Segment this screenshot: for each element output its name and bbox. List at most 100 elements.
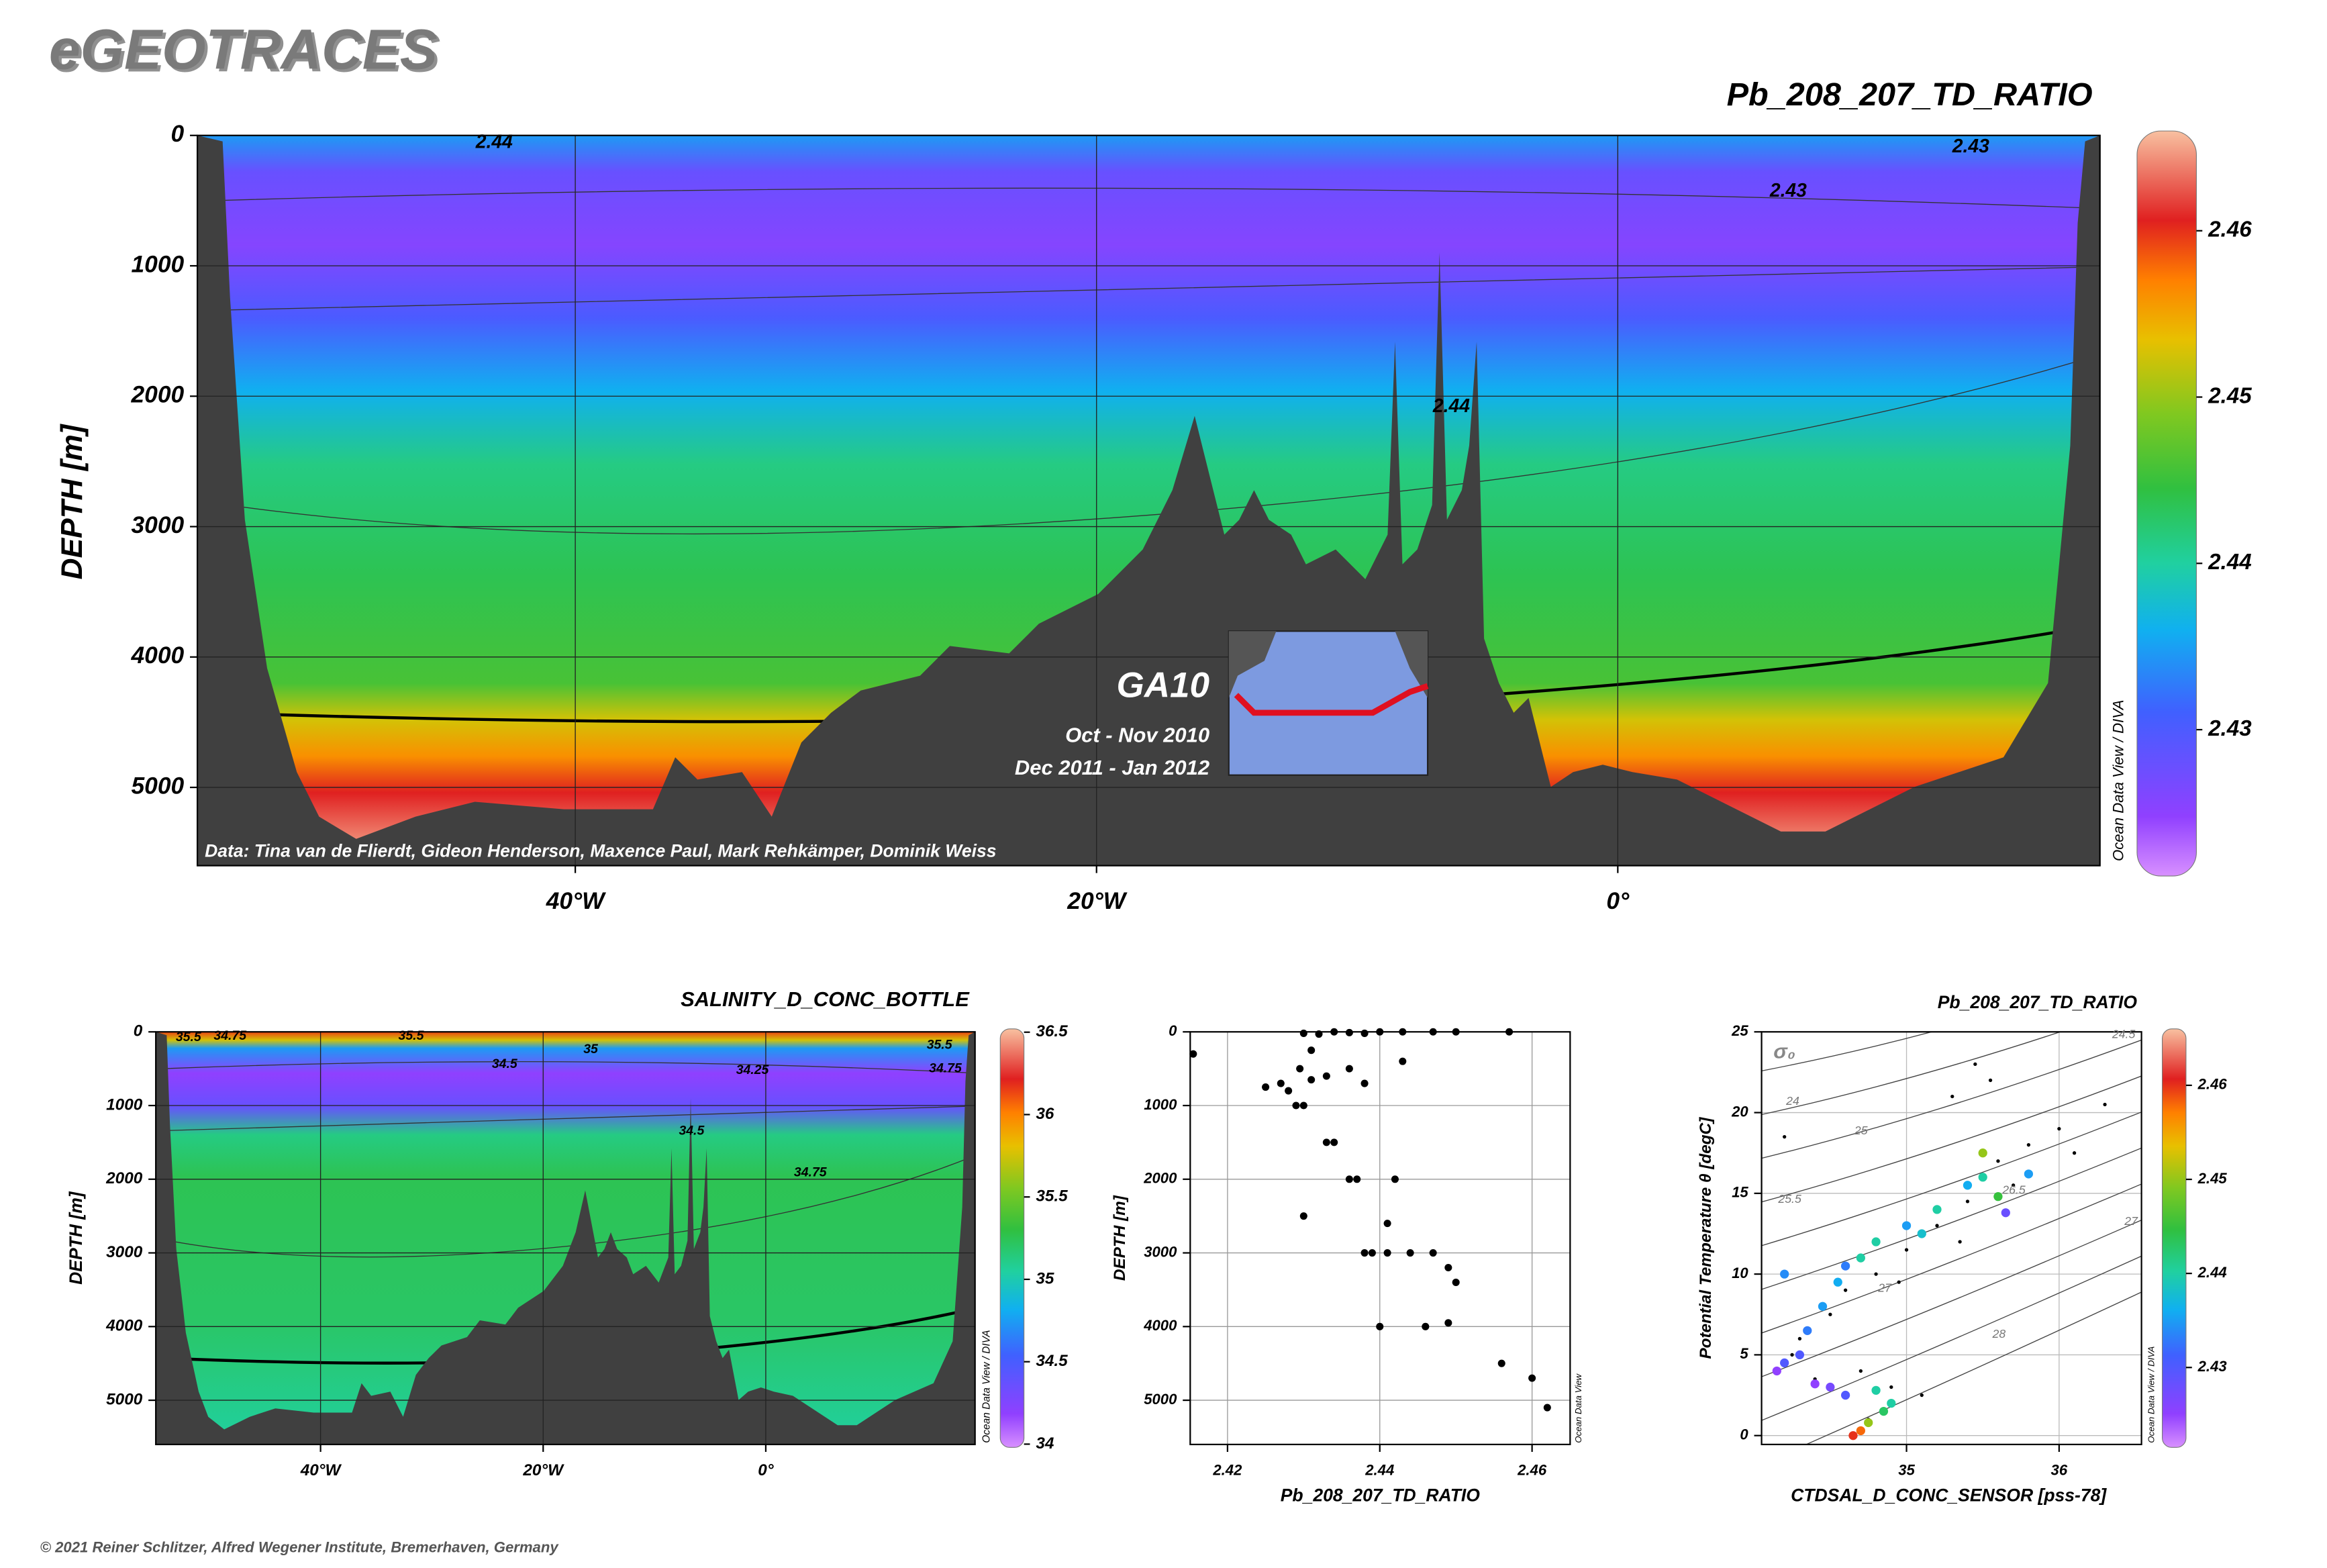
data-point (1444, 1319, 1452, 1327)
x-tick-label: 40°W (546, 888, 606, 914)
colored-point (1840, 1390, 1850, 1400)
contour-label: 34.75 (213, 1028, 247, 1043)
x-tick-label: 35 (1898, 1462, 1915, 1479)
y-tick-label: 2000 (131, 382, 185, 408)
bathymetry (156, 1032, 975, 1444)
contour-label: 28 (1992, 1327, 2006, 1340)
colorbar-tick-label: 2.46 (2208, 217, 2252, 242)
contour-label: 35.5 (927, 1037, 953, 1052)
data-point (1189, 1050, 1197, 1058)
data-point (1360, 1079, 1369, 1087)
data-point (1322, 1138, 1330, 1146)
data-point (1383, 1249, 1391, 1257)
isopycnal (1761, 1032, 2062, 1116)
footer: © 2021 Reiner Schlitzer, Alfred Wegener … (40, 1539, 560, 1556)
density-isolines (1761, 1032, 2142, 1444)
x-tick-label: 40°W (300, 1461, 342, 1479)
data-point (1543, 1404, 1551, 1412)
data-point (1360, 1249, 1369, 1257)
colored-point (1848, 1431, 1858, 1440)
y-tick-label: 5 (1740, 1345, 1748, 1362)
colored-point (1864, 1418, 1873, 1428)
contour-label: 27 (2124, 1214, 2138, 1228)
data-point (1889, 1385, 1893, 1389)
y-tick-label: 0 (171, 121, 185, 147)
data-point (1285, 1087, 1293, 1095)
data-point (1935, 1224, 1939, 1228)
y-tick-label: 3000 (1144, 1243, 1177, 1260)
contour-label: 25.5 (1777, 1192, 1801, 1206)
x-tick-label: 2.46 (1517, 1462, 1547, 1479)
data-point (2103, 1102, 2107, 1107)
y-tick-label: 0 (134, 1022, 143, 1040)
data-point (2026, 1143, 2031, 1147)
colored-point (1887, 1398, 1896, 1408)
colored-point (1879, 1406, 1889, 1416)
y-tick-label: 5000 (106, 1391, 143, 1409)
colored-point (1856, 1253, 1865, 1263)
bathymetry (197, 135, 2100, 866)
colored-point (1780, 1358, 1789, 1368)
section-plot (197, 135, 2100, 866)
y-tick-label: 4000 (1143, 1317, 1177, 1334)
data-point (1422, 1322, 1430, 1330)
colored-point (1780, 1269, 1789, 1279)
y-tick-label: 10 (1732, 1265, 1748, 1281)
data-point (1797, 1336, 1802, 1341)
x-tick-label: 0° (1606, 888, 1630, 914)
colorbar-tick-label: 2.46 (2197, 1076, 2228, 1093)
inset-track (1234, 683, 1429, 716)
colored-point (1917, 1229, 1926, 1238)
data-point (2072, 1151, 2077, 1155)
contour-label: 24.5 (2112, 1027, 2136, 1040)
data-point (1920, 1393, 1924, 1398)
contour-label: 2.44 (475, 130, 513, 152)
data-point (1528, 1374, 1536, 1382)
colored-point (1833, 1277, 1842, 1287)
data-point (1299, 1212, 1307, 1220)
data-point (2057, 1126, 2061, 1131)
data-point (1406, 1249, 1414, 1257)
contour-label: 2.44 (1432, 395, 1470, 416)
plot-area (1761, 1032, 2142, 1444)
contour-label: 24 (1785, 1094, 1799, 1108)
colored-point (1978, 1148, 1987, 1158)
data-point (1345, 1065, 1353, 1073)
isopycnal (1761, 1111, 2142, 1246)
colored-point (1810, 1379, 1820, 1389)
contour-label: 34.25 (736, 1063, 770, 1077)
inset-land (1228, 631, 1428, 698)
data-point (1292, 1101, 1300, 1110)
colorbar (999, 1028, 1025, 1448)
y-tick-label: 0 (1169, 1022, 1177, 1039)
colorbar-tick-label: 2.45 (2208, 383, 2252, 408)
isopycnal (1761, 1183, 2142, 1334)
colorbar-tick-label: 34.5 (1036, 1352, 1068, 1370)
plot-frame (196, 134, 2101, 867)
contour-label: 35.5 (176, 1030, 202, 1044)
isopycnal (1761, 1147, 2142, 1290)
contour-label: 34.75 (929, 1061, 962, 1076)
data-point (1368, 1249, 1376, 1257)
data-point (1399, 1057, 1407, 1065)
contour-label: 27 (1877, 1281, 1892, 1294)
data-point (1996, 1159, 2000, 1163)
isopycnal (1761, 1032, 1934, 1072)
x-tick-label: 2.44 (1365, 1462, 1394, 1479)
software-credit: Ocean Data View / DIVA (2146, 1346, 2157, 1442)
y-tick-label: 20 (1731, 1103, 1748, 1120)
colored-point (1871, 1385, 1881, 1395)
data-point (1897, 1280, 1901, 1284)
colored-point (2001, 1208, 2010, 1218)
data-point (1988, 1078, 1993, 1083)
data-point (1391, 1175, 1399, 1183)
data-credit: Data: Tina van de Flierdt, Gideon Hender… (205, 841, 996, 861)
colorbar-tick-label: 36.5 (1036, 1022, 1068, 1040)
isopycnal (1761, 1075, 2142, 1203)
chart-title: SALINITY_D_CONC_BOTTLE (681, 987, 970, 1011)
data-point (1383, 1220, 1391, 1228)
data-point (1330, 1138, 1338, 1146)
colorbar-tick-label: 35.5 (1036, 1187, 1068, 1206)
data-point (1965, 1199, 1970, 1204)
